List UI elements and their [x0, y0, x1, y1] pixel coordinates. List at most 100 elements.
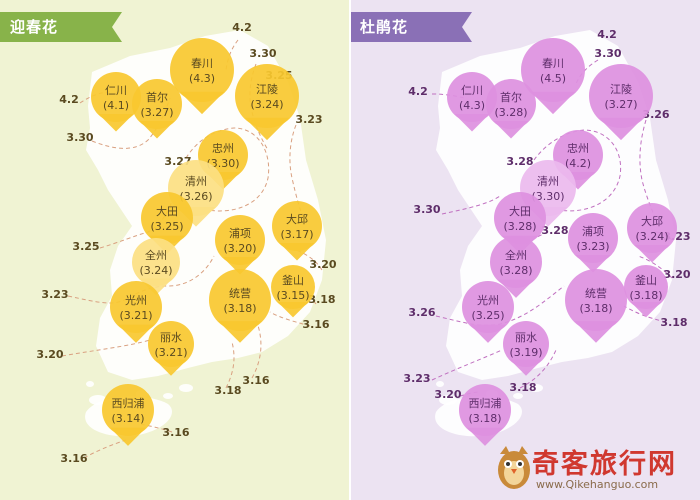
city-bloom-date: (3.21): [154, 346, 187, 359]
bloom-isoline: [83, 439, 127, 459]
pin-circle-shape: [624, 265, 668, 309]
small-island: [439, 395, 457, 405]
city-bloom-date: (3.27): [140, 106, 173, 119]
pin-circle-shape: [589, 64, 653, 128]
bloom-isoline: [533, 129, 622, 212]
city-name: 仁川: [461, 84, 483, 97]
city-bloom-date: (3.21): [119, 309, 152, 322]
city-bloom-date: (3.25): [150, 220, 183, 233]
city-name: 光州: [477, 293, 499, 307]
pin-circle-shape: [459, 384, 511, 436]
city-bloom-date: (3.18): [579, 302, 612, 315]
forsythia-title-tag: 迎春花: [0, 12, 130, 42]
city-bloom-date: (3.18): [468, 412, 501, 425]
bloom-isoline: [251, 319, 262, 379]
title-ribbon-shape: [350, 12, 472, 42]
title-ribbon-shape: [0, 12, 122, 42]
city-bloom-pin[interactable]: 光州 (3.21): [110, 281, 162, 343]
city-name: 大田: [509, 204, 531, 218]
city-bloom-pin[interactable]: 仁川 (4.3): [447, 72, 497, 132]
azalea-title: 杜鹃花: [360, 18, 409, 36]
isoline-date-label: 3.16: [162, 426, 189, 439]
city-bloom-pin[interactable]: 大邱 (3.17): [272, 201, 322, 261]
city-bloom-date: (3.30): [531, 190, 564, 203]
city-name: 全州: [505, 248, 527, 262]
city-bloom-date: (3.25): [471, 309, 504, 322]
city-bloom-pin[interactable]: 釜山 (3.18): [624, 265, 668, 318]
pin-circle-shape: [148, 321, 194, 367]
site-watermark: 奇客旅行网 www.Qikehanguo.com: [494, 440, 700, 500]
city-bloom-pin[interactable]: 西归浦 (3.18): [459, 384, 511, 446]
pin-circle-shape: [215, 215, 265, 265]
city-bloom-pin[interactable]: 统营 (3.18): [209, 269, 271, 343]
small-island: [89, 395, 107, 405]
isoline-date-label: 4.2: [408, 85, 428, 98]
bloom-isoline: [459, 391, 481, 397]
isoline-date-label: 3.20: [36, 348, 63, 361]
city-bloom-date: (4.2): [565, 157, 591, 170]
city-bloom-date: (4.3): [189, 72, 215, 85]
city-bloom-pin[interactable]: 首尔 (3.28): [486, 79, 536, 139]
pin-circle-shape: [447, 72, 497, 122]
panel-divider: [349, 0, 351, 500]
pin-circle-shape: [521, 38, 585, 102]
small-island: [163, 393, 173, 399]
city-bloom-date: (3.27): [604, 98, 637, 111]
city-bloom-pin[interactable]: 浦项 (3.23): [568, 213, 618, 273]
isoline-date-label: 3.23: [41, 288, 68, 301]
pin-circle-shape: [272, 201, 322, 251]
isoline-date-label: 3.28: [506, 155, 533, 168]
city-name: 清州: [537, 175, 559, 188]
city-bloom-date: (3.23): [576, 240, 609, 253]
city-bloom-pin[interactable]: 大邱 (3.24): [627, 203, 677, 263]
bloom-isoline: [225, 341, 235, 389]
isoline-date-label: 3.20: [663, 268, 690, 281]
isoline-date-label: 3.23: [295, 113, 322, 126]
city-name: 统营: [585, 286, 607, 300]
isoline-date-label: 3.18: [308, 293, 335, 306]
city-name: 丽水: [515, 331, 537, 344]
bloom-isoline: [441, 195, 501, 215]
city-name: 丽水: [160, 331, 182, 344]
pin-circle-shape: [235, 64, 299, 128]
city-bloom-pin[interactable]: 江陵 (3.24): [235, 64, 299, 141]
city-bloom-pin[interactable]: 首尔 (3.27): [132, 79, 182, 139]
isoline-date-label: 3.30: [594, 47, 621, 60]
city-bloom-date: (3.24): [250, 98, 283, 111]
city-bloom-pin[interactable]: 春川 (4.3): [170, 38, 234, 115]
city-bloom-pin[interactable]: 丽水 (3.21): [148, 321, 194, 376]
isoline-date-label: 3.18: [509, 381, 536, 394]
city-bloom-pin[interactable]: 浦项 (3.20): [215, 215, 265, 275]
city-name: 釜山: [282, 273, 304, 287]
forsythia-map-panel: 4.23.304.23.303.253.233.273.253.233.203.…: [0, 0, 350, 500]
isoline-date-label: 3.18: [214, 384, 241, 397]
bloom-isoline: [269, 311, 311, 327]
pin-circle-shape: [170, 38, 234, 102]
city-bloom-pin[interactable]: 釜山 (3.15): [271, 265, 315, 318]
isoline-date-label: 3.16: [60, 452, 87, 465]
pin-circle-shape: [141, 192, 193, 244]
small-island: [529, 384, 543, 392]
pin-circle-shape: [132, 238, 180, 286]
city-bloom-date: (3.18): [223, 302, 256, 315]
city-bloom-date: (4.3): [459, 99, 485, 112]
city-bloom-date: (3.18): [629, 289, 662, 302]
city-bloom-pin[interactable]: 丽水 (3.19): [503, 321, 549, 376]
city-bloom-pin[interactable]: 仁川 (4.1): [91, 72, 141, 132]
city-bloom-pin[interactable]: 全州 (3.24): [132, 238, 180, 296]
pin-circle-shape: [132, 79, 182, 129]
city-bloom-pin[interactable]: 统营 (3.18): [565, 269, 627, 343]
city-bloom-date: (3.26): [179, 190, 212, 203]
city-bloom-pin[interactable]: 全州 (3.28): [490, 236, 542, 298]
city-bloom-pin[interactable]: 春川 (4.5): [521, 38, 585, 115]
city-bloom-pin[interactable]: 西归浦 (3.14): [102, 384, 154, 446]
pin-circle-shape: [209, 269, 271, 331]
city-bloom-pin[interactable]: 光州 (3.25): [462, 281, 514, 343]
city-name: 首尔: [146, 90, 168, 104]
bloom-isoline: [431, 349, 503, 381]
isoline-date-label: 3.18: [660, 316, 687, 329]
city-bloom-pin[interactable]: 江陵 (3.27): [589, 64, 653, 141]
city-name: 仁川: [105, 84, 127, 97]
small-island: [179, 384, 193, 392]
city-name: 春川: [191, 57, 213, 70]
